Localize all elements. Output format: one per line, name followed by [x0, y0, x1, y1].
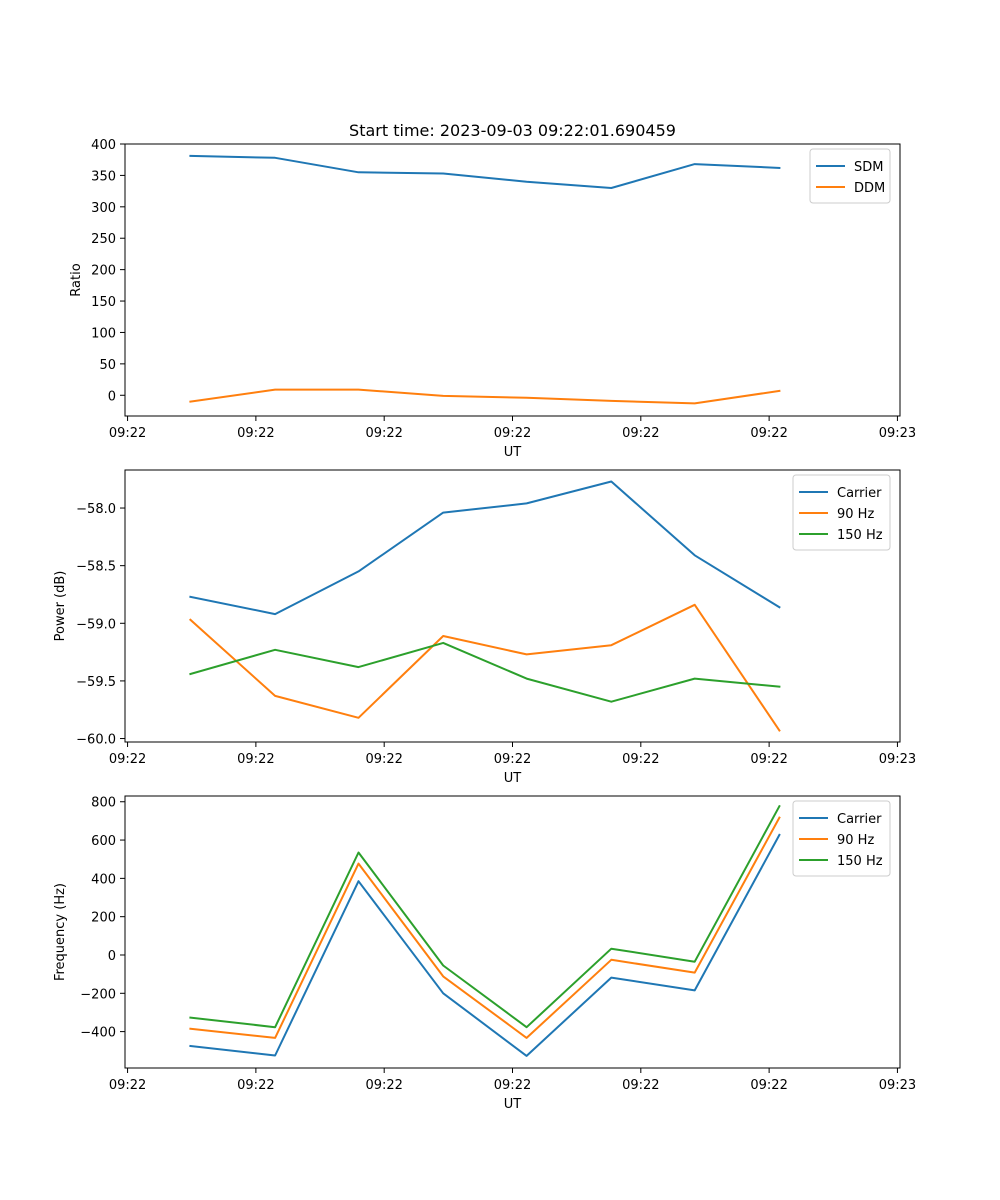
x-tick-label: 09:22: [237, 426, 274, 441]
legend-label: 90 Hz: [837, 833, 874, 848]
figure-title: Start time: 2023-09-03 09:22:01.690459: [349, 121, 676, 140]
x-tick-label: 09:22: [109, 426, 146, 441]
y-tick-label: 300: [91, 201, 116, 216]
x-axis-label: UT: [504, 771, 522, 786]
y-axis-label: Frequency (Hz): [53, 883, 68, 981]
x-tick-label: 09:22: [237, 1078, 274, 1093]
y-tick-label: 0: [108, 389, 116, 404]
legend-label: SDM: [854, 160, 883, 175]
x-tick-label: 09:22: [750, 1078, 787, 1093]
y-tick-label: 800: [91, 796, 116, 811]
x-tick-label: 09:22: [109, 752, 146, 767]
y-tick-label: −58.0: [76, 502, 116, 517]
y-tick-label: −59.5: [76, 675, 116, 690]
x-axis-label: UT: [504, 1097, 522, 1112]
y-tick-label: −59.0: [76, 617, 116, 632]
legend-box: [792, 474, 891, 551]
series-line-150-hz: [189, 804, 781, 1029]
x-tick-label: 09:22: [622, 752, 659, 767]
legend-label: 90 Hz: [837, 507, 874, 522]
x-tick-label: 09:22: [365, 426, 402, 441]
y-tick-label: −58.5: [76, 560, 116, 575]
panel-1: 09:22 09:22 09:22 09:22 09:22 09:22 09:23 0 50 10…: [69, 138, 916, 460]
y-tick-label: 150: [91, 295, 116, 310]
legend-label: Carrier: [837, 486, 882, 501]
y-tick-label: 350: [91, 169, 116, 184]
x-tick-label: 09:22: [494, 1078, 531, 1093]
series-line-ddm: [189, 388, 781, 405]
y-tick-label: 100: [91, 326, 116, 341]
series-line-90-hz: [189, 816, 781, 1039]
y-tick-label: 400: [91, 872, 116, 887]
y-tick-label: 400: [91, 138, 116, 153]
x-axis-label: UT: [504, 445, 522, 460]
panel-3: 09:22 09:22 09:22 09:22 09:22 09:22 09:23 −400 −…: [53, 795, 916, 1112]
y-tick-label: 600: [91, 834, 116, 849]
axes-frame: [124, 143, 901, 417]
y-tick-label: 200: [91, 911, 116, 926]
y-tick-label: 0: [108, 949, 116, 964]
x-tick-label: 09:23: [879, 752, 916, 767]
y-tick-label: 50: [99, 358, 116, 373]
legend-label: DDM: [854, 181, 885, 196]
legend-box: [792, 800, 891, 877]
x-tick-label: 09:22: [750, 426, 787, 441]
series-line-carrier: [189, 480, 781, 616]
x-tick-label: 09:23: [879, 1078, 916, 1093]
y-tick-label: −200: [80, 987, 116, 1002]
series-line-carrier: [189, 833, 781, 1057]
series-line-150-hz: [189, 641, 781, 703]
x-tick-label: 09:22: [750, 752, 787, 767]
legend: SDM DDM: [809, 148, 891, 204]
x-tick-label: 09:23: [879, 426, 916, 441]
y-tick-label: −60.0: [76, 733, 116, 748]
legend-box: [809, 148, 891, 204]
legend-label: Carrier: [837, 812, 882, 827]
y-tick-label: 250: [91, 232, 116, 247]
legend: Carrier 90 Hz 150 Hz: [792, 474, 891, 551]
x-tick-label: 09:22: [494, 752, 531, 767]
x-tick-label: 09:22: [237, 752, 274, 767]
panels: 09:22 09:22 09:22 09:22 09:22 09:22 09:23 0 50 10…: [53, 138, 916, 1112]
x-tick-label: 09:22: [365, 1078, 402, 1093]
y-tick-label: 200: [91, 264, 116, 279]
legend: Carrier 90 Hz 150 Hz: [792, 800, 891, 877]
x-tick-label: 09:22: [622, 1078, 659, 1093]
y-axis-label: Ratio: [69, 263, 84, 296]
panel-2: 09:22 09:22 09:22 09:22 09:22 09:22 09:23 −60.0…: [53, 469, 916, 786]
x-tick-label: 09:22: [109, 1078, 146, 1093]
x-tick-label: 09:22: [365, 752, 402, 767]
y-axis-label: Power (dB): [53, 571, 68, 642]
legend-label: 150 Hz: [837, 528, 883, 543]
series-line-90-hz: [188, 603, 781, 732]
y-tick-label: −400: [80, 1026, 116, 1041]
x-tick-label: 09:22: [494, 426, 531, 441]
x-tick-label: 09:22: [622, 426, 659, 441]
series-line-sdm: [189, 154, 781, 189]
axes-frame: [124, 469, 901, 743]
legend-label: 150 Hz: [837, 854, 883, 869]
